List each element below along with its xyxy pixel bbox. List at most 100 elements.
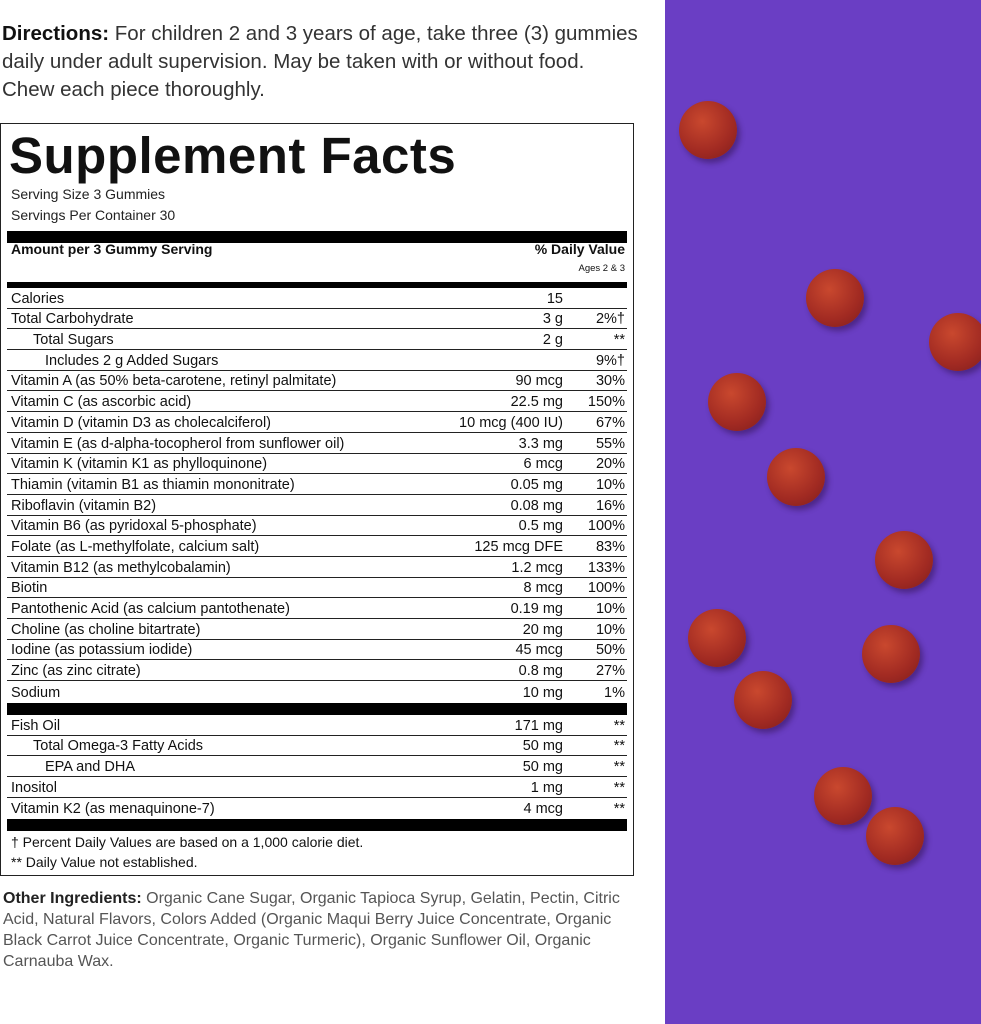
nutrient-amount: 1 mg bbox=[530, 779, 563, 796]
nutrient-amount: 50 mg bbox=[522, 738, 563, 755]
thick-divider bbox=[7, 819, 627, 831]
dv-header: % Daily Value bbox=[534, 241, 625, 257]
nutrient-amount: 45 mcg bbox=[515, 642, 563, 659]
table-row: Sodium 10 mg 1% bbox=[7, 681, 627, 702]
table-header: Amount per 3 Gummy Serving % Daily Value bbox=[11, 241, 625, 257]
gummy-image bbox=[806, 269, 864, 327]
nutrient-dv: 27% bbox=[595, 663, 625, 680]
nutrient-amount: 10 mcg (400 IU) bbox=[459, 414, 563, 431]
nutrient-amount: 50 mg bbox=[522, 759, 563, 776]
nutrient-amount: 0.08 mg bbox=[510, 497, 563, 514]
table-row: Total Sugars 2 g ** bbox=[7, 329, 627, 351]
nutrient-dv: 1% bbox=[604, 684, 625, 701]
nutrient-dv: ** bbox=[613, 779, 625, 796]
nutrient-name: Vitamin B6 (as pyridoxal 5-phosphate) bbox=[11, 518, 257, 535]
other-ingredients-text: Organic Cane Sugar, Organic Tapioca Syru… bbox=[3, 890, 620, 970]
nutrient-dv: 9%† bbox=[595, 352, 625, 369]
nutrient-name: Vitamin D (vitamin D3 as cholecalciferol… bbox=[11, 414, 272, 431]
table-row: Thiamin (vitamin B1 as thiamin mononitra… bbox=[7, 474, 627, 495]
nutrient-dv: 30% bbox=[595, 373, 625, 390]
table-row: Biotin 8 mcg 100% bbox=[7, 578, 627, 599]
table-row: Vitamin A (as 50% beta-carotene, retinyl… bbox=[7, 371, 627, 392]
nutrient-name: Thiamin (vitamin B1 as thiamin mononitra… bbox=[11, 476, 295, 493]
nutrient-dv: ** bbox=[613, 738, 625, 755]
nutrient-amount: 90 mcg bbox=[515, 373, 563, 390]
nutrient-dv: 2%† bbox=[595, 311, 625, 328]
nutrient-amount: 6 mcg bbox=[523, 456, 564, 473]
nutrient-amount: 0.8 mg bbox=[518, 663, 563, 680]
nutrient-dv: 10% bbox=[595, 621, 625, 638]
table-row: Vitamin B12 (as methylcobalamin) 1.2 mcg 1… bbox=[7, 557, 627, 578]
nutrient-dv: 150% bbox=[587, 394, 625, 411]
table-row: Zinc (as zinc citrate) 0.8 mg 27% bbox=[7, 660, 627, 682]
nutrient-dv: 10% bbox=[595, 601, 625, 617]
nutrient-amount: 4 mcg bbox=[523, 801, 564, 818]
table-row: Choline (as choline bitartrate) 20 mg 10% bbox=[7, 619, 627, 640]
nutrient-dv: 55% bbox=[595, 435, 625, 452]
table-row: Iodine (as potassium iodide) 45 mcg 50% bbox=[7, 640, 627, 661]
nutrient-dv: 67% bbox=[595, 414, 625, 431]
nutrient-amount: 8 mcg bbox=[523, 580, 564, 597]
nutrient-name: EPA and DHA bbox=[45, 759, 136, 776]
table-row: Total Omega-3 Fatty Acids 50 mg ** bbox=[7, 736, 627, 757]
nutrient-name: Sodium bbox=[11, 684, 61, 701]
nutrient-amount: 3.3 mg bbox=[518, 435, 563, 452]
nutrient-dv: ** bbox=[613, 332, 625, 349]
nutrient-dv: 100% bbox=[587, 580, 625, 597]
nutrient-name: Choline (as choline bitartrate) bbox=[11, 621, 201, 638]
footnote-dagger: † Percent Daily Values are based on a 1,… bbox=[11, 834, 364, 850]
nutrient-amount: 0.05 mg bbox=[510, 476, 563, 493]
gummy-image bbox=[929, 313, 981, 371]
gummy-image bbox=[767, 448, 825, 506]
nutrient-amount: 2 g bbox=[542, 332, 563, 349]
gummy-image bbox=[708, 373, 766, 431]
nutrient-name: Riboflavin (vitamin B2) bbox=[11, 497, 157, 514]
nutrient-name: Fish Oil bbox=[11, 717, 61, 734]
gummies-photo bbox=[665, 0, 981, 1024]
nutrient-dv: 133% bbox=[587, 559, 625, 576]
nutrient-name: Folate (as L-methylfolate, calcium salt) bbox=[11, 538, 260, 555]
table-row: Inositol 1 mg ** bbox=[7, 777, 627, 798]
gummy-image bbox=[679, 101, 737, 159]
nutrient-name: Total Omega-3 Fatty Acids bbox=[33, 738, 204, 755]
gummy-image bbox=[875, 531, 933, 589]
table-row: Fish Oil 171 mg ** bbox=[7, 715, 627, 736]
directions-label: Directions: bbox=[2, 22, 110, 45]
nutrient-dv: 100% bbox=[587, 518, 625, 535]
nutrient-amount: 171 mg bbox=[514, 717, 563, 734]
nutrient-name: Includes 2 g Added Sugars bbox=[45, 352, 219, 369]
other-ingredients-label: Other Ingredients: bbox=[3, 890, 142, 907]
nutrient-dv: 16% bbox=[595, 497, 625, 514]
servings-per-container: Servings Per Container 30 bbox=[11, 207, 176, 223]
nutrient-dv: 83% bbox=[595, 538, 625, 555]
gummy-image bbox=[814, 767, 872, 825]
table-row: EPA and DHA 50 mg ** bbox=[7, 756, 627, 778]
nutrient-name: Zinc (as zinc citrate) bbox=[11, 663, 141, 680]
nutrient-amount: 22.5 mg bbox=[510, 394, 563, 411]
gummy-image bbox=[862, 625, 920, 683]
table-row: Calories 15 bbox=[7, 288, 627, 309]
nutrient-amount: 3 g bbox=[542, 311, 563, 328]
table-row: Includes 2 g Added Sugars 9%† bbox=[7, 350, 627, 371]
nutrient-name: Vitamin E (as d-alpha-tocopherol from su… bbox=[11, 435, 345, 452]
nutrient-dv: 10% bbox=[595, 476, 625, 493]
nutrient-amount: 15 bbox=[546, 290, 563, 307]
table-row: Folate (as L-methylfolate, calcium salt)… bbox=[7, 536, 627, 557]
thick-divider bbox=[7, 282, 627, 288]
nutrient-name: Total Sugars bbox=[33, 332, 114, 349]
nutrient-name: Vitamin K2 (as menaquinone-7) bbox=[11, 801, 215, 818]
nutrient-amount: 0.19 mg bbox=[510, 601, 563, 617]
gummy-image bbox=[734, 671, 792, 729]
table-row: Total Carbohydrate 3 g 2%† bbox=[7, 309, 627, 330]
table-row: Vitamin K (vitamin K1 as phylloquinone) 6… bbox=[7, 454, 627, 475]
nutrient-name: Pantothenic Acid (as calcium pantothenat… bbox=[11, 601, 290, 617]
nutrient-amount: 0.5 mg bbox=[518, 518, 563, 535]
facts-title: Supplement Facts bbox=[9, 127, 457, 184]
nutrient-name: Vitamin K (vitamin K1 as phylloquinone) bbox=[11, 456, 268, 473]
nutrient-name: Biotin bbox=[11, 580, 48, 597]
thick-divider bbox=[7, 703, 627, 715]
supplement-facts-panel: Supplement Facts Serving Size 3 Gummies … bbox=[0, 123, 634, 876]
nutrient-name: Vitamin A (as 50% beta-carotene, retinyl… bbox=[11, 373, 337, 390]
table-row: Riboflavin (vitamin B2) 0.08 mg 16% bbox=[7, 495, 627, 516]
gummy-image bbox=[688, 609, 746, 667]
